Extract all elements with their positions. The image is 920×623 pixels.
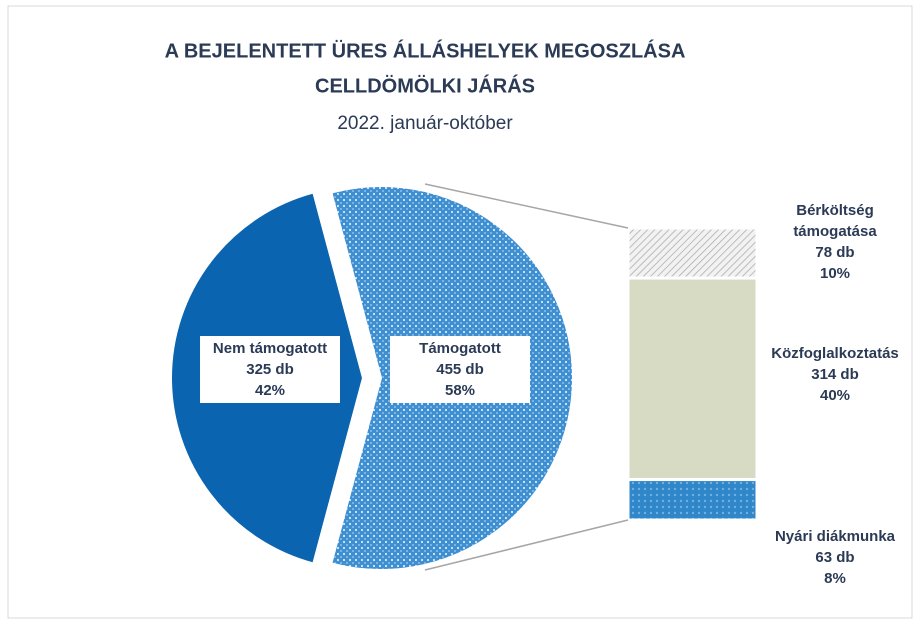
bar-label-line: 314 db	[811, 366, 859, 383]
frame	[7, 5, 913, 619]
bar-segment	[626, 276, 759, 482]
bar-label-line: 10%	[819, 265, 851, 282]
pie-label-line: 325 db	[246, 361, 294, 378]
pie-label: Nem támogatott 325 db 42%	[200, 336, 340, 403]
bar-segment	[626, 226, 759, 280]
bar-segment	[626, 478, 759, 522]
subtitle: 2022. január-október	[337, 113, 513, 134]
pie-label-line: 42%	[254, 382, 286, 399]
connector	[424, 519, 629, 571]
bar-label-line: Közfoglalkoztatás	[771, 345, 899, 362]
title-line: A BEJELENTETT ÜRES ÁLLÁSHELYEK MEGOSZLÁS…	[165, 39, 686, 62]
bar-label-line: 40%	[819, 387, 851, 404]
bar-label-line: 63 db	[815, 549, 855, 566]
pie-label-line: 58%	[444, 382, 476, 399]
pie-label: Támogatott 455 db 58%	[390, 336, 530, 403]
bar-label: Közfoglalkoztatás 314 db 40%	[750, 343, 920, 406]
bar-label: Nyári diákmunka 63 db 8%	[750, 526, 920, 589]
title-line: CELLDÖMÖLKI JÁRÁS	[315, 74, 535, 97]
pie-label-line: 455 db	[436, 361, 484, 378]
pie-label-line: Nem támogatott	[212, 340, 328, 357]
bar-label-line: 78 db	[815, 244, 855, 261]
pie-label-line: Támogatott	[419, 340, 501, 357]
bar-label-line: Nyári diákmunka	[774, 528, 896, 545]
connector	[424, 183, 629, 229]
bar-label: Bérköltség támogatása 78 db 10%	[780, 200, 890, 284]
bar-label-line: Bérköltség támogatása	[793, 202, 877, 240]
bar-label-line: 8%	[824, 570, 846, 587]
